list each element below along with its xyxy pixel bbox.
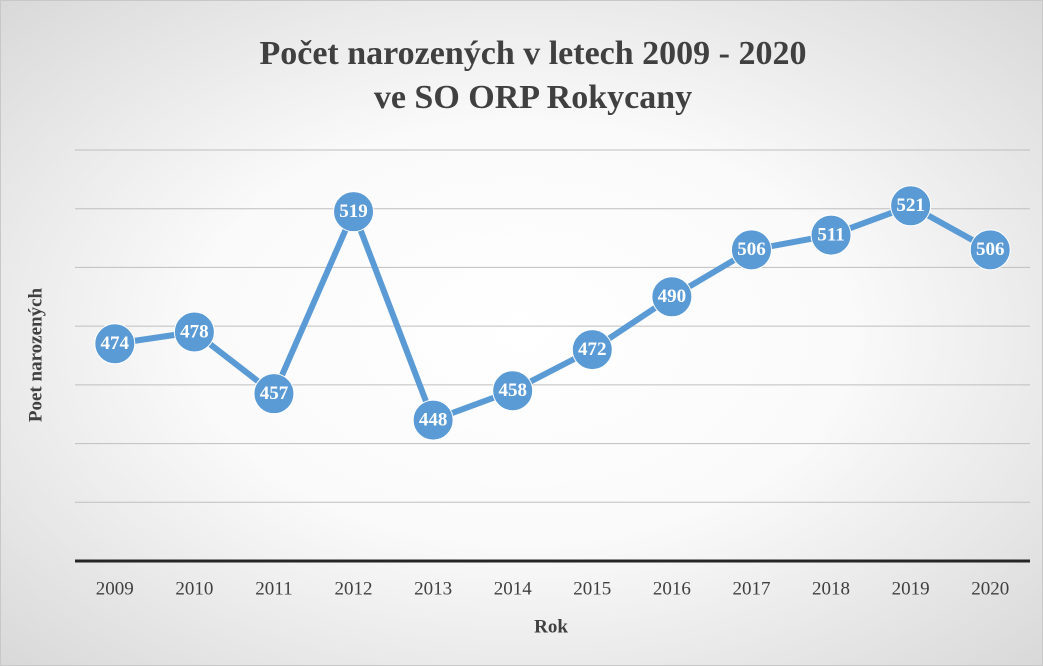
x-tick-label: 2019 xyxy=(892,578,930,599)
data-marker xyxy=(651,276,693,318)
y-axis-label: Poet narozených xyxy=(25,287,46,422)
data-label: 472 xyxy=(578,339,607,360)
x-tick-label: 2014 xyxy=(494,578,533,599)
data-label: 458 xyxy=(498,380,527,401)
x-tick-label: 2011 xyxy=(255,578,292,599)
data-label: 448 xyxy=(419,409,448,430)
x-tick-label: 2009 xyxy=(96,578,134,599)
x-tick-label: 2013 xyxy=(414,578,452,599)
x-tick-label: 2015 xyxy=(573,578,611,599)
x-tick-label: 2017 xyxy=(732,578,770,599)
data-marker xyxy=(969,229,1011,271)
data-label: 506 xyxy=(737,239,766,260)
x-tick-label: 2012 xyxy=(335,578,373,599)
data-label: 474 xyxy=(101,333,130,354)
data-label: 521 xyxy=(896,195,925,216)
x-tick-label: 2010 xyxy=(175,578,213,599)
x-tick-label: 2016 xyxy=(653,578,691,599)
data-marker xyxy=(253,373,295,415)
data-marker xyxy=(571,329,613,371)
data-label: 478 xyxy=(180,321,209,342)
chart-title: ve SO ORP Rokycany xyxy=(374,79,692,116)
data-label: 506 xyxy=(976,239,1005,260)
data-label: 511 xyxy=(817,224,844,245)
data-marker xyxy=(492,370,534,412)
data-marker xyxy=(810,214,852,256)
x-tick-label: 2020 xyxy=(971,578,1009,599)
data-label: 519 xyxy=(339,201,368,222)
data-marker xyxy=(412,399,454,441)
x-axis-label: Rok xyxy=(534,616,568,637)
chart-title: Počet narozených v letech 2009 - 2020 xyxy=(259,35,806,72)
data-marker xyxy=(94,323,136,365)
data-label: 490 xyxy=(658,286,687,307)
x-tick-label: 2018 xyxy=(812,578,850,599)
data-marker xyxy=(333,191,375,233)
data-marker xyxy=(730,229,772,271)
data-marker xyxy=(173,311,215,353)
data-marker xyxy=(890,185,932,227)
data-label: 457 xyxy=(260,383,289,404)
